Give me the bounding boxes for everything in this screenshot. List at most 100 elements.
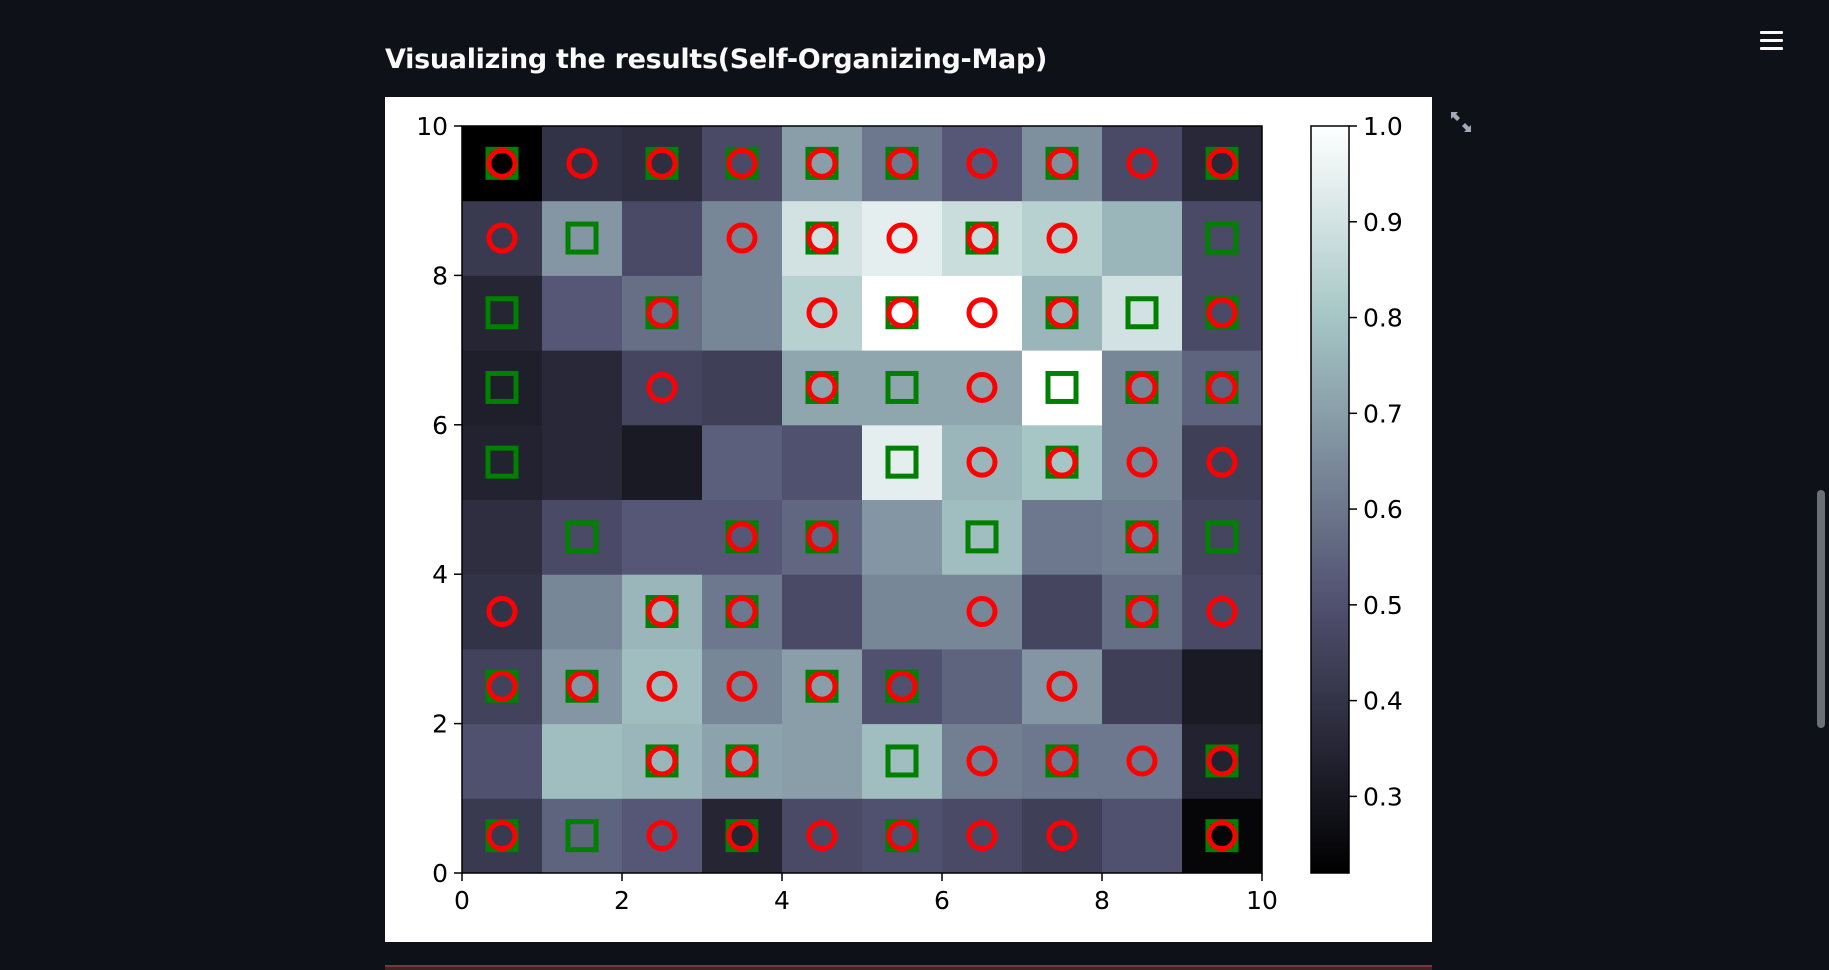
circle-marker: [806, 371, 838, 403]
heatmap-cell: [942, 648, 1023, 725]
heatmap-cell: [462, 723, 543, 799]
square-marker: [565, 221, 599, 255]
circle-marker: [1126, 596, 1158, 628]
heatmap-cell: [1102, 126, 1183, 202]
circle-marker: [966, 745, 998, 777]
heatmap-cell: [702, 424, 783, 500]
colorbar-tick-label: 0.5: [1363, 591, 1403, 620]
heatmap-cell: [542, 648, 623, 725]
heatmap-cell: [862, 350, 943, 426]
circle-marker: [806, 297, 838, 329]
main-menu-button[interactable]: [1758, 26, 1786, 54]
heatmap-cell: [782, 648, 863, 725]
heatmap-cell: [1182, 798, 1263, 874]
circle-marker: [646, 820, 678, 852]
heatmap-cell: [782, 798, 863, 874]
heatmap-cell: [782, 126, 863, 202]
heatmap-cell: [1102, 275, 1183, 351]
circle-marker: [1126, 446, 1158, 478]
heatmap-cell: [622, 126, 703, 202]
heatmap-cell: [1102, 574, 1183, 650]
heatmap-cell: [542, 424, 623, 500]
x-tick-label: 2: [614, 886, 630, 915]
heatmap-cell: [462, 200, 543, 276]
circle-marker: [726, 745, 758, 777]
y-tick-label: 4: [432, 560, 448, 589]
heatmap-cell: [942, 350, 1023, 426]
x-tick-label: 10: [1246, 886, 1278, 915]
som-heatmap-chart: 0 2 4 6 8 10 0 2 4 6 8 10 0.3 0.4 0.5 0.6 0.7 0.8 0.9 1.0: [416, 112, 1403, 915]
next-element-edge: [385, 965, 1432, 970]
heatmap-cell: [942, 798, 1023, 874]
heatmap-cell: [702, 275, 783, 351]
colorbar-tick-label: 1.0: [1363, 112, 1403, 141]
circle-marker: [646, 596, 678, 628]
square-marker: [485, 296, 519, 330]
heatmap-cell: [862, 424, 943, 500]
circle-marker: [486, 147, 518, 179]
plot-frame: [461, 125, 1263, 874]
circle-marker: [646, 745, 678, 777]
heatmap-cell: [622, 350, 703, 426]
circle-marker: [1126, 147, 1158, 179]
circle-marker: [886, 820, 918, 852]
heatmap-cell: [862, 126, 943, 202]
heatmap-cell: [702, 648, 783, 725]
circle-marker: [726, 222, 758, 254]
circle-marker: [966, 147, 998, 179]
page-scrollbar-thumb[interactable]: [1817, 490, 1825, 728]
heatmap-cell: [1022, 499, 1103, 575]
circle-marker: [966, 371, 998, 403]
heatmap-cell: [462, 350, 543, 426]
heatmap-cell: [702, 350, 783, 426]
heatmap-cell: [1182, 350, 1263, 426]
heatmap-cell: [1102, 200, 1183, 276]
heatmap-cell: [462, 574, 543, 650]
heatmap-cell: [782, 275, 863, 351]
heatmap-cell: [1182, 723, 1263, 799]
heatmap-cell: [782, 574, 863, 650]
circle-marker: [806, 670, 838, 702]
circle-marker: [1206, 297, 1238, 329]
circle-marker: [966, 446, 998, 478]
heatmap-cell: [462, 648, 543, 725]
heatmap-cell: [1182, 275, 1263, 351]
circle-marker: [886, 297, 918, 329]
heatmap-cell: [942, 126, 1023, 202]
circle-marker: [966, 820, 998, 852]
colorbar-tick-label: 0.9: [1363, 208, 1403, 237]
heatmap-cell: [942, 275, 1023, 351]
heatmap-cell: [542, 126, 623, 202]
circle-marker: [1126, 371, 1158, 403]
heatmap-cell: [862, 275, 943, 351]
heatmap-cell: [782, 424, 863, 500]
circle-marker: [1046, 670, 1078, 702]
circle-marker: [646, 670, 678, 702]
heatmap-cell: [1182, 499, 1263, 575]
heatmap-cell: [942, 574, 1023, 650]
circle-marker: [886, 222, 918, 254]
heatmap-cell: [622, 798, 703, 874]
fullscreen-button[interactable]: [1447, 108, 1475, 136]
heatmap-cell: [1022, 574, 1103, 650]
square-marker: [565, 520, 599, 554]
heatmap-cell: [1182, 424, 1263, 500]
circle-marker: [806, 222, 838, 254]
circle-marker: [1206, 745, 1238, 777]
square-marker: [965, 520, 999, 554]
heatmap-cell: [542, 499, 623, 575]
heatmap-cell: [942, 723, 1023, 799]
circle-marker: [886, 670, 918, 702]
circle-marker: [486, 820, 518, 852]
heatmap-cell: [1182, 126, 1263, 202]
heatmap-cell: [542, 200, 623, 276]
heatmap-cell: [542, 275, 623, 351]
heatmap-cell: [462, 798, 543, 874]
square-marker: [885, 744, 919, 778]
heatmap-cell: [1022, 126, 1103, 202]
hamburger-menu-icon-bar: [1760, 39, 1783, 42]
circle-marker: [966, 297, 998, 329]
heatmap-cell: [542, 723, 623, 799]
y-tick-label: 6: [432, 411, 448, 440]
x-tick-label: 8: [1094, 886, 1110, 915]
